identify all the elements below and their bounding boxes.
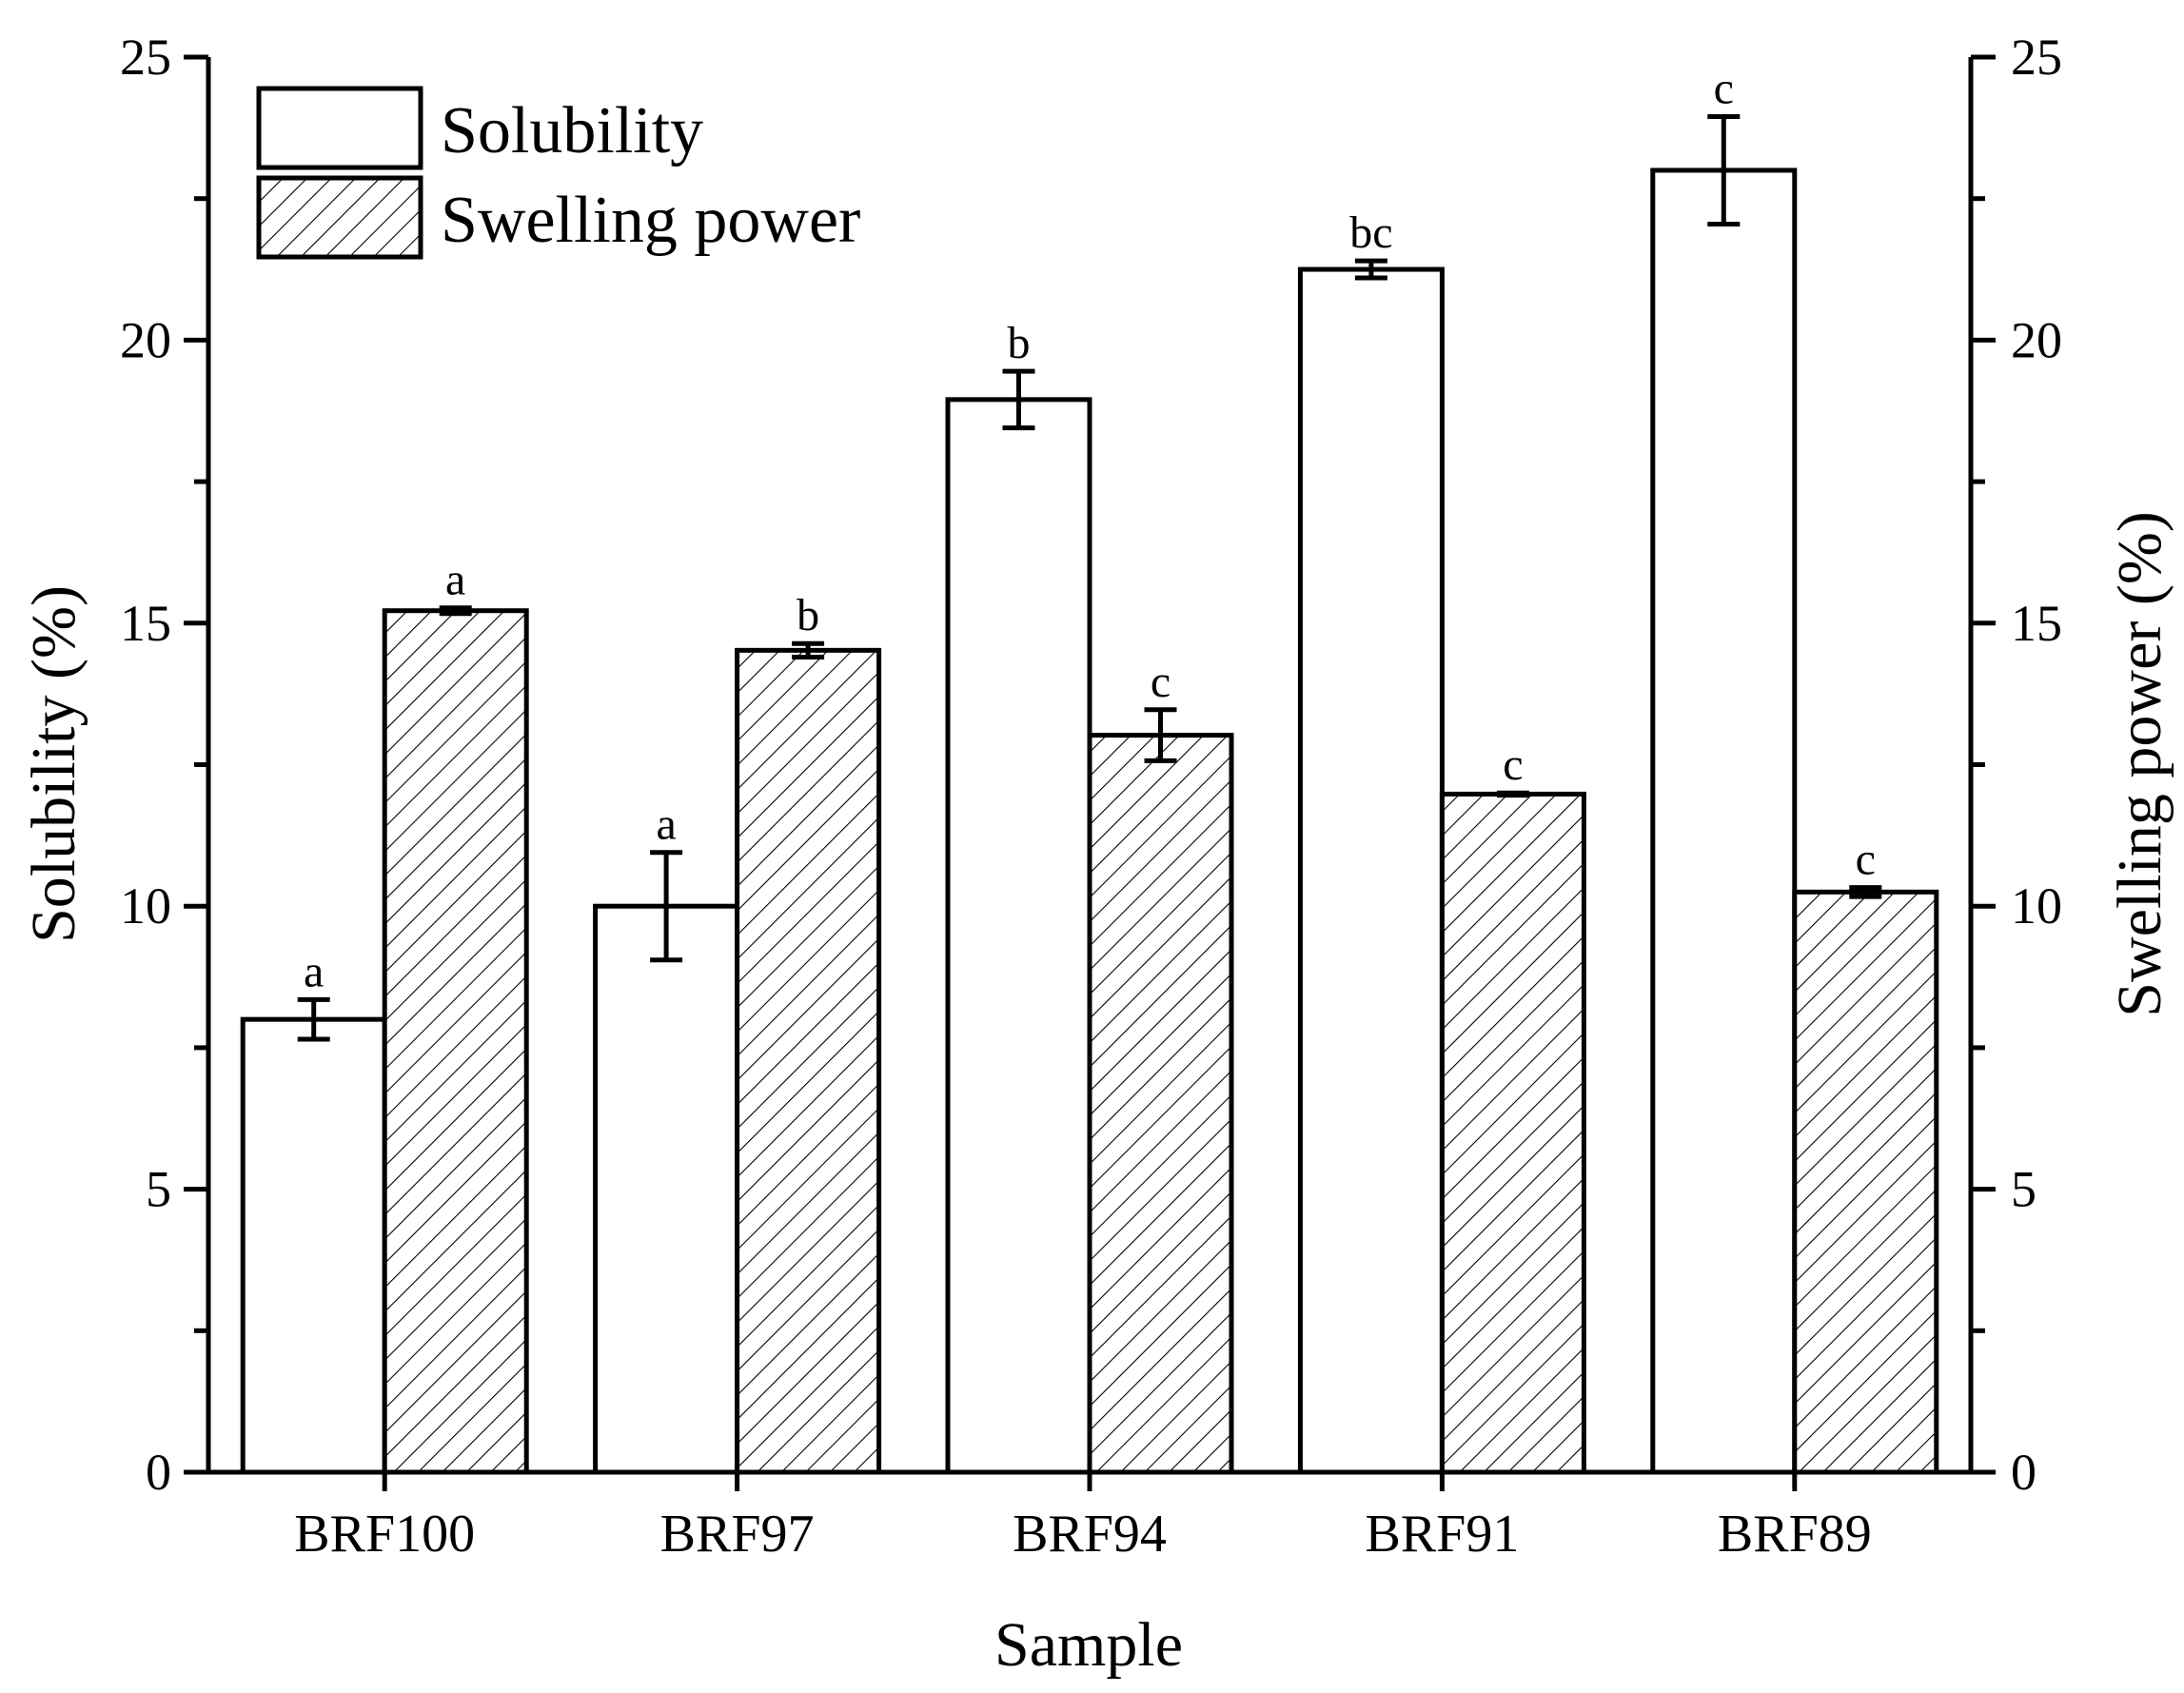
significance-label-swelling-power-brf100: a (445, 555, 465, 605)
significance-label-solubility-brf100: a (304, 946, 324, 996)
significance-label-solubility-brf89: c (1714, 63, 1734, 113)
x-tick-label-brf94: BRF94 (1013, 1505, 1167, 1564)
bar-swelling-power-brf91 (1439, 791, 1586, 1475)
bar-solubility-brf89 (1650, 167, 1798, 1475)
tick-labels-layer: BRF100 BRF97 BRF94 BRF91 BRF89 0 0 5 5 10 10 15 15 20… (120, 29, 2062, 1564)
bar-solubility-brf91 (1297, 266, 1445, 1475)
bars-layer (240, 167, 1939, 1475)
y-right-tick-label-4: 20 (2011, 311, 2062, 368)
bar-solubility-brf100 (240, 1016, 387, 1475)
y-right-tick-label-2: 10 (2011, 877, 2062, 935)
bar-solubility-brf94 (945, 397, 1092, 1475)
y-left-tick-label-2: 10 (120, 877, 171, 935)
x-axis-title: Sample (994, 1610, 1183, 1680)
y-left-tick-label-0: 0 (146, 1444, 171, 1501)
y-axis-right-title: Swelling power (%) (2105, 511, 2174, 1017)
bar-swelling-power-brf97 (735, 647, 882, 1475)
x-tick-label-brf91: BRF91 (1365, 1505, 1519, 1564)
y-left-tick-label-1: 5 (146, 1161, 171, 1218)
legend-label-swelling-power: Swelling power (441, 184, 860, 257)
legend-swatch-swelling-power (256, 175, 423, 260)
significance-label-solubility-brf97: a (656, 799, 676, 850)
y-axis-left-title: Solubility (%) (19, 585, 89, 943)
error-bars-layer (297, 113, 1882, 1042)
significance-label-swelling-power-brf94: c (1151, 657, 1171, 707)
y-right-tick-label-0: 0 (2011, 1444, 2036, 1501)
legend-label-solubility: Solubility (441, 94, 703, 167)
significance-label-solubility-brf91: bc (1349, 207, 1392, 258)
legend: Solubility Swelling power (256, 86, 860, 260)
y-right-tick-label-3: 15 (2011, 595, 2062, 652)
y-left-tick-label-3: 15 (120, 595, 171, 652)
significance-label-solubility-brf94: b (1008, 318, 1031, 368)
legend-swatch-solubility (256, 86, 423, 170)
bar-solubility-brf97 (593, 903, 740, 1475)
bar-swelling-power-brf94 (1087, 733, 1234, 1475)
y-right-tick-label-5: 25 (2011, 29, 2062, 86)
x-tick-label-brf100: BRF100 (294, 1505, 475, 1564)
ticks-layer (184, 54, 1996, 1491)
x-tick-label-brf97: BRF97 (660, 1505, 815, 1564)
y-left-tick-label-4: 20 (120, 311, 171, 368)
bar-swelling-power-brf100 (382, 608, 529, 1475)
significance-label-swelling-power-brf91: c (1503, 739, 1523, 790)
significance-label-swelling-power-brf97: b (797, 590, 819, 640)
y-right-tick-label-1: 5 (2011, 1161, 2036, 1218)
significance-label-swelling-power-brf89: c (1856, 835, 1876, 885)
bar-swelling-power-brf89 (1792, 889, 1939, 1475)
y-left-tick-label-5: 25 (120, 29, 171, 86)
x-tick-label-brf89: BRF89 (1718, 1505, 1872, 1564)
